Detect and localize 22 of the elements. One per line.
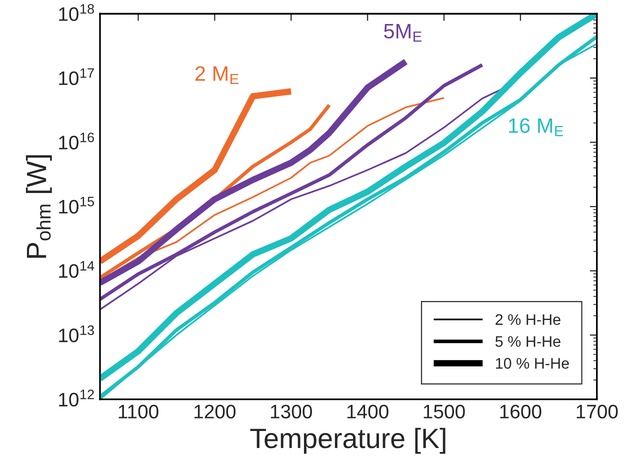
annotation: 2 M$_{E}$ (195, 66, 238, 84)
y-tick-label: 10$^{14}$ (59, 261, 94, 278)
y-tick-label: 10$^{18}$ (59, 4, 94, 21)
y-tick-label: 10$^{12}$ (59, 390, 94, 407)
x-tick-label: 1100 (118, 404, 158, 418)
x-tick-label: 1400 (347, 404, 388, 418)
y-tick-label: 10$^{16}$ (59, 132, 94, 150)
x-tick-label: 1700 (576, 404, 618, 418)
y-tick-label: 10$^{17}$ (59, 68, 94, 86)
annotation: 5M$_{E}$ (384, 24, 422, 42)
x-tick-label: 1500 (424, 404, 465, 418)
x-axis-title: Temperature [K] (250, 428, 446, 454)
annotation: 16 M$_{E}$ (509, 118, 564, 136)
x-tick-label: 1300 (270, 404, 312, 418)
annotation: 2 % H-He (496, 314, 560, 325)
x-tick-label: 1200 (194, 404, 236, 418)
y-axis-title: P$_{ohm}$ [W] (26, 155, 52, 258)
x-tick-label: 1600 (500, 404, 542, 418)
y-tick-label: 10$^{13}$ (59, 325, 94, 342)
y-tick-label: 10$^{15}$ (59, 196, 94, 214)
annotation: 10 % H-He (496, 358, 569, 369)
annotation: 5 % H-He (495, 336, 560, 347)
